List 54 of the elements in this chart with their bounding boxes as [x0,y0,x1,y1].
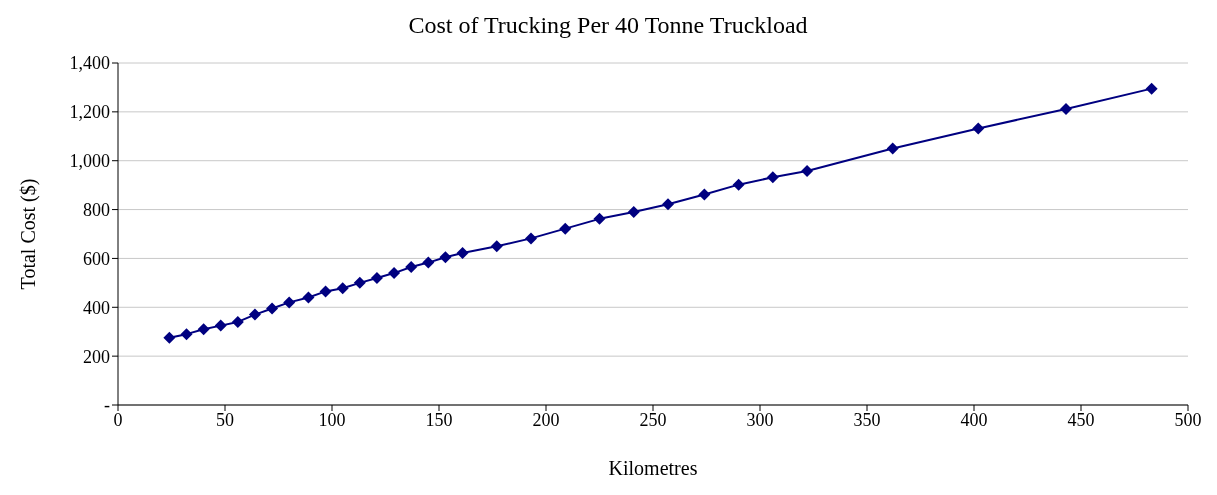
point [490,240,503,253]
x-tick-label: 250 [639,409,667,430]
point [353,276,366,289]
point [405,260,418,273]
point [661,198,674,211]
point [593,212,606,225]
point [336,282,349,295]
point [266,302,279,315]
point [886,142,899,155]
point [525,232,538,245]
x-tick-label: 300 [746,409,774,430]
point [972,122,985,135]
point [766,171,779,184]
point [801,164,814,177]
y-tick-label: 600 [83,248,110,269]
x-tick-label: 350 [853,409,881,430]
point [319,285,332,298]
point [214,319,227,332]
x-tick-label: 400 [960,409,988,430]
point [370,271,383,284]
y-axis-title: Total Cost ($) [17,178,41,290]
x-tick-label: 0 [113,409,123,430]
point [197,323,210,336]
y-tick-label: 800 [83,199,110,220]
point [163,331,176,344]
y-tick-label: 400 [83,297,110,318]
point [422,256,435,269]
point [1145,82,1158,95]
point [231,315,244,328]
y-tick-label: 1,000 [69,151,110,172]
x-tick-label: 50 [216,409,234,430]
chart-title: Cost of Trucking Per 40 Tonne Truckload [407,11,809,40]
y-tick-label: 1,400 [69,53,110,74]
point [180,328,193,341]
x-tick-label: 450 [1067,409,1095,430]
y-tick-label: 200 [83,346,110,367]
x-tick-label: 200 [532,409,560,430]
point [248,308,261,321]
point [456,247,469,260]
point [1060,102,1073,115]
point [627,206,640,219]
y-tick-label: - [104,395,110,416]
y-tick-label: 1,200 [69,102,110,123]
x-tick-label: 150 [425,409,453,430]
point [698,188,711,201]
x-tick-label: 500 [1174,409,1202,430]
x-axis-title: Kilometres [608,457,698,479]
point [283,296,296,309]
x-tick-label: 100 [318,409,346,430]
point [559,222,572,235]
point [388,267,401,280]
point [302,291,315,304]
point [439,251,452,264]
point [732,178,745,191]
